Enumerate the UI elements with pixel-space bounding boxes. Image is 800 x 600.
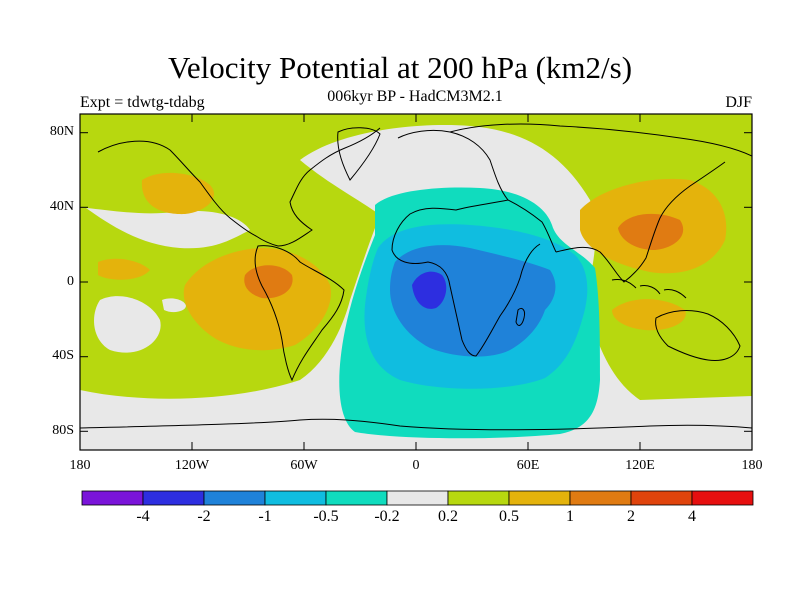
positive-cell-south-america: [183, 247, 331, 351]
lon-label-60w: 60W: [290, 458, 318, 473]
colorbar-label: 1: [566, 508, 574, 525]
coastlines: [80, 123, 752, 431]
colorbar-swatch: [630, 490, 693, 506]
lon-label-180w: 180: [69, 458, 91, 473]
positive-core-south-america: [244, 265, 293, 299]
colorbar-swatch: [447, 490, 510, 506]
lon-label-180e: 180: [741, 458, 763, 473]
contour-field: [80, 114, 752, 450]
lon-label-0: 0: [412, 458, 420, 473]
coast-north-america: [97, 127, 381, 247]
gray-region-far-west: [162, 298, 186, 313]
lon-label-120e: 120E: [625, 458, 655, 473]
colorbar: [81, 490, 754, 506]
colorbar-swatch: [569, 490, 632, 506]
colorbar-label: -0.2: [374, 508, 400, 525]
colorbar-label: -4: [136, 508, 150, 525]
lat-label-40n: 40N: [49, 199, 74, 214]
colorbar-label: 0.5: [499, 508, 519, 525]
coast-arabia: [507, 199, 557, 253]
colorbar-label: -1: [258, 508, 272, 525]
colorbar-label: 4: [688, 508, 696, 525]
colorbar-swatch: [691, 490, 754, 506]
colorbar-label: -0.5: [313, 508, 339, 525]
coast-maritime: [611, 279, 687, 299]
coast-asia: [449, 123, 752, 283]
colorbar-swatch: [203, 490, 266, 506]
lat-label-0: 0: [67, 274, 74, 289]
season-label: DJF: [725, 94, 752, 111]
colorbar-swatch: [142, 490, 205, 506]
axis-ticks: [79, 114, 753, 450]
experiment-label: Expt = tdwtg-tdabg: [80, 94, 205, 111]
lon-label-60e: 60E: [516, 458, 540, 473]
coast-madagascar: [515, 307, 525, 326]
gray-region-pacific-west: [86, 208, 250, 249]
lat-label-80n: 80N: [49, 124, 74, 139]
positive-core-east-asia: [618, 213, 684, 250]
coast-europe-africa: [391, 129, 541, 357]
colorbar-swatch: [508, 490, 571, 506]
lat-label-40s: 40S: [52, 348, 74, 363]
coast-australia: [655, 310, 741, 361]
colorbar-label: -2: [197, 508, 211, 525]
coast-antarctica: [80, 418, 752, 431]
lon-label-120w: 120W: [174, 458, 210, 473]
colorbar-swatch: [81, 490, 144, 506]
colorbar-swatch: [386, 490, 449, 506]
coast-south-america: [254, 245, 345, 382]
lat-label-80s: 80S: [52, 423, 74, 438]
chart-subtitle: 006kyr BP - HadCM3M2.1: [327, 88, 503, 105]
positive-cell-tropical-pacific: [98, 258, 150, 280]
colorbar-swatch: [264, 490, 327, 506]
colorbar-label: 0.2: [438, 508, 458, 525]
positive-cell-north-america: [141, 172, 214, 215]
chart-title: Velocity Potential at 200 hPa (km2/s): [167, 50, 633, 85]
negative-core-2: [412, 271, 447, 309]
positive-cell-west-pacific: [612, 299, 686, 331]
coast-greenland: [337, 127, 381, 181]
gray-region-se-pacific: [94, 296, 161, 353]
colorbar-label: 2: [627, 508, 635, 525]
colorbar-swatch: [325, 490, 388, 506]
